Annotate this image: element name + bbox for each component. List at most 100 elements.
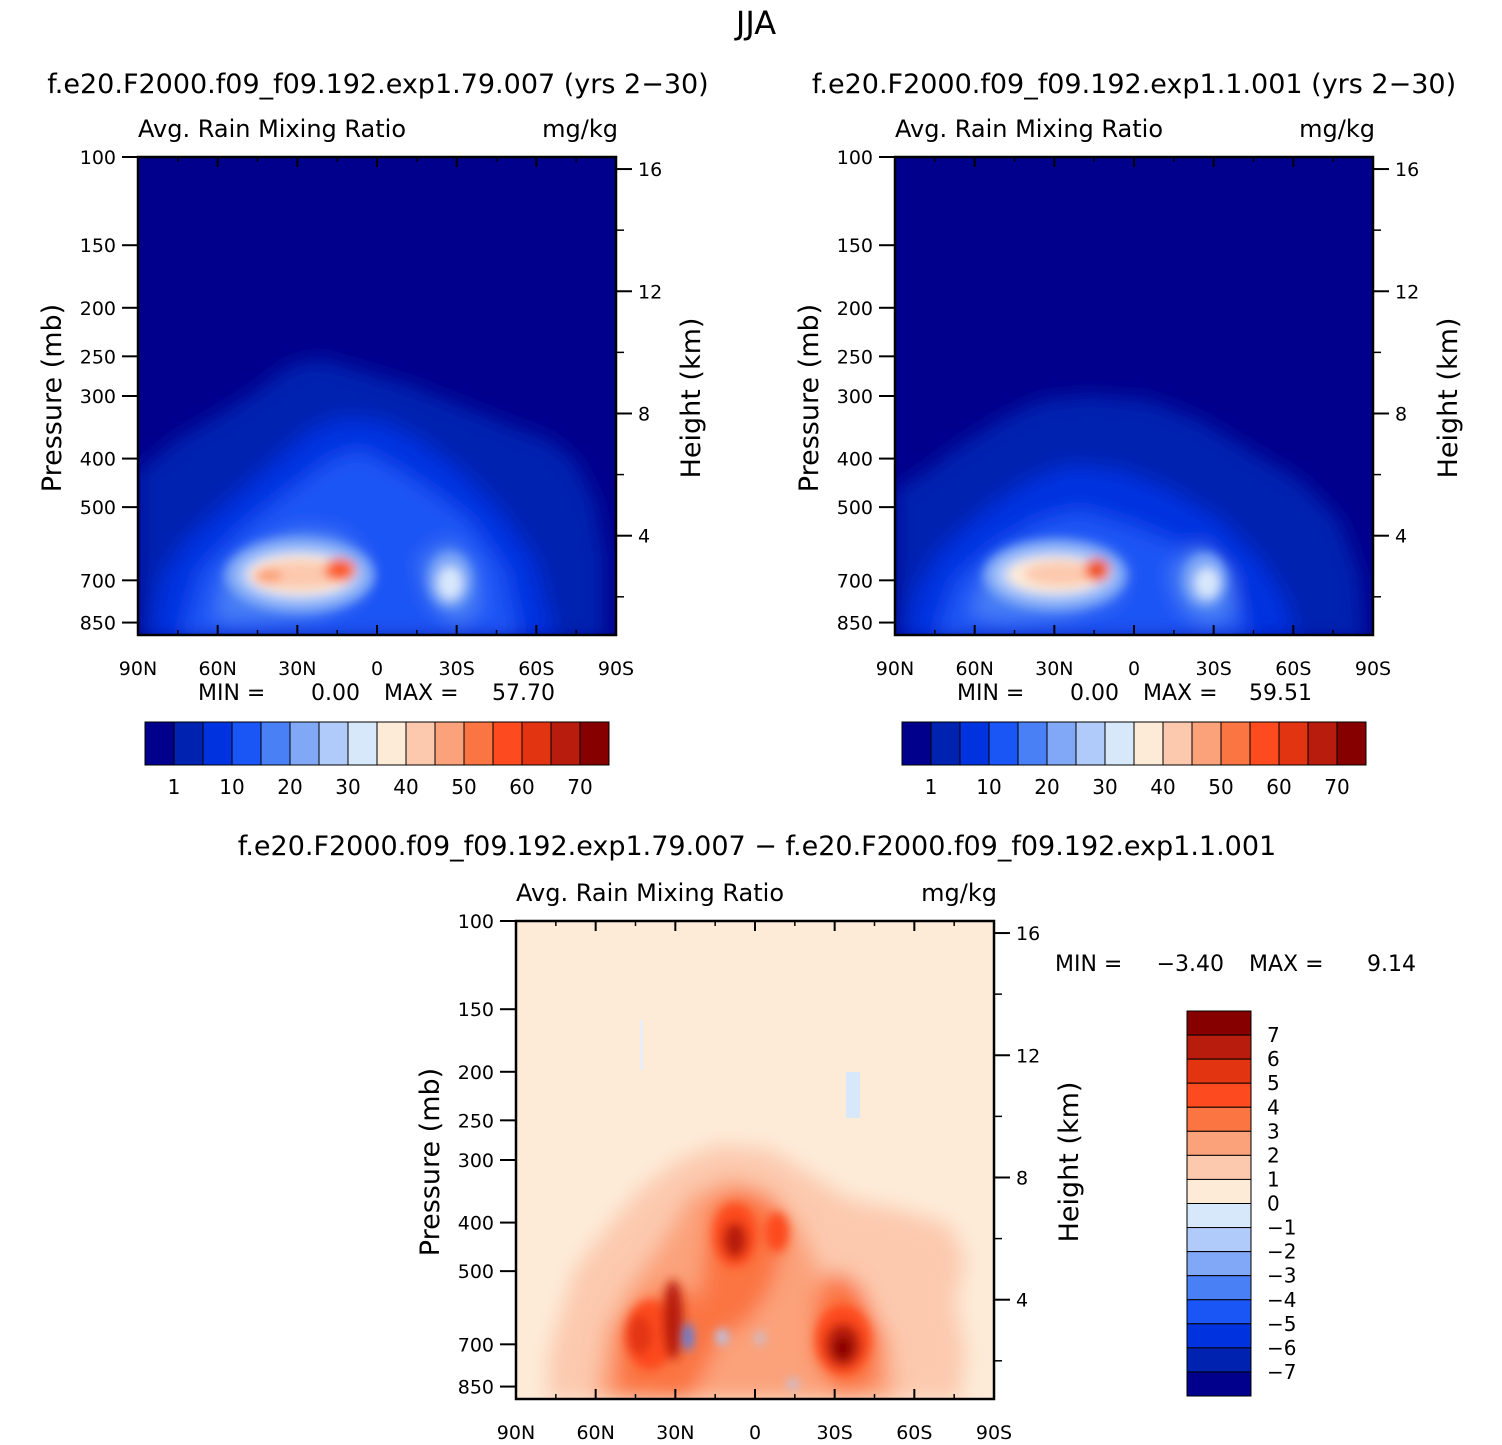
page-title: JJA [734, 4, 776, 42]
y-tick-label: 300 [458, 1150, 494, 1172]
y-tick-label: 100 [458, 911, 494, 933]
panel-1-max-label: MAX = [384, 681, 459, 706]
y-tick-label: 400 [458, 1213, 494, 1235]
y-tick-label: 150 [837, 235, 873, 257]
colorbar-box [988, 721, 1019, 766]
panel-1-min-label: MIN = [198, 681, 265, 706]
colorbar-box [1186, 1371, 1252, 1397]
panel-3-variable: Avg. Rain Mixing Ratio [516, 879, 784, 907]
colorbar-label: 3 [1267, 1119, 1280, 1143]
colorbar-label: 0 [1267, 1192, 1280, 1216]
colorbar-box [959, 721, 990, 766]
y-tick-label: 700 [458, 1334, 494, 1356]
colorbar-box [1336, 721, 1367, 766]
x-tick-label: 90N [497, 1422, 535, 1444]
panel-2: f.e20.F2000.f09_f09.192.exp1.1.001 (yrs … [794, 69, 1464, 799]
panel-3-ylabel-right: Height (km) [1054, 1082, 1085, 1243]
panel-3-ylabel: Pressure (mb) [415, 1068, 446, 1256]
colorbar-box [1186, 1299, 1252, 1325]
x-tick-label: 60S [518, 658, 554, 680]
x-tick-label: 60N [198, 658, 236, 680]
y-right-tick-label: 4 [1016, 1290, 1028, 1312]
panel-3-core-c4e [765, 1212, 789, 1252]
y-tick-label: 250 [80, 346, 116, 368]
colorbar-box [1046, 721, 1077, 766]
y-tick-label: 700 [837, 570, 873, 592]
y-tick-label: 200 [837, 298, 873, 320]
y-tick-label: 500 [80, 497, 116, 519]
panel-2-case-title: f.e20.F2000.f09_f09.192.exp1.1.001 (yrs … [812, 69, 1456, 100]
panel-1-core [225, 537, 472, 613]
colorbar-label: 40 [393, 775, 418, 799]
colorbar-label: 10 [219, 775, 244, 799]
panel-2-axes: 90N 60N 30N 0 30S 60S 90S 100 150 200 250 300 400 500… [837, 147, 1419, 680]
colorbar-box [521, 721, 552, 766]
colorbar-box [579, 721, 610, 766]
colorbar-box [1104, 721, 1135, 766]
panel-1-core-c12 [333, 564, 347, 576]
panel-3-max-value: 9.14 [1367, 952, 1416, 977]
panel-3-min-label: MIN = [1055, 952, 1122, 977]
colorbar-label: −2 [1267, 1240, 1296, 1264]
x-tick-label: 60S [896, 1422, 932, 1444]
y-tick-label: 150 [80, 235, 116, 257]
y-right-tick-label: 8 [1016, 1167, 1028, 1189]
panel-3-core-c6c [723, 1222, 747, 1258]
colorbar-label: 60 [509, 775, 534, 799]
panel-3-neg-patch-2 [640, 1020, 643, 1070]
colorbar-box [318, 721, 349, 766]
panel-2-ylabel: Pressure (mb) [794, 304, 825, 492]
colorbar-box [1186, 1347, 1252, 1373]
colorbar-box [202, 721, 233, 766]
colorbar-box [1186, 1010, 1252, 1036]
colorbar-label: −4 [1267, 1288, 1296, 1312]
y-tick-label: 150 [458, 999, 494, 1021]
colorbar-box [1186, 1058, 1252, 1084]
y-right-tick-label: 16 [1016, 923, 1040, 945]
colorbar-box [1075, 721, 1106, 766]
y-tick-label: 100 [837, 147, 873, 169]
y-tick-label: 500 [458, 1261, 494, 1283]
panel-3-core-c6a [628, 1315, 652, 1355]
panel-2-ylabel-right: Height (km) [1433, 318, 1464, 479]
colorbar-box [289, 721, 320, 766]
panel-3-case-title: f.e20.F2000.f09_f09.192.exp1.79.007 − f.… [238, 831, 1276, 862]
colorbar-box [1186, 1106, 1252, 1132]
colorbar-label: −1 [1267, 1216, 1296, 1240]
panel-1: f.e20.F2000.f09_f09.192.exp1.79.007 (yrs… [37, 69, 709, 799]
colorbar-box [550, 721, 581, 766]
panel-2-max-value: 59.51 [1249, 681, 1312, 706]
panel-3-max-label: MAX = [1249, 952, 1324, 977]
colorbar-box [405, 721, 436, 766]
y-tick-label: 400 [837, 449, 873, 471]
y-right-tick-label: 4 [638, 526, 650, 548]
y-right-tick-label: 16 [1395, 159, 1419, 181]
panel-1-ylabel: Pressure (mb) [37, 304, 68, 492]
colorbar-box [1017, 721, 1048, 766]
x-tick-label: 0 [749, 1422, 761, 1444]
x-tick-label: 30N [278, 658, 316, 680]
colorbar-box [1220, 721, 1251, 766]
y-tick-label: 200 [458, 1062, 494, 1084]
y-tick-label: 850 [458, 1377, 494, 1399]
panel-3-units: mg/kg [921, 879, 997, 907]
x-tick-label: 30S [817, 1422, 853, 1444]
colorbar-box [1186, 1178, 1252, 1204]
panel-3-neg-spot-3 [756, 1332, 764, 1344]
panel-3-core-c7d [834, 1337, 852, 1359]
colorbar-label: 20 [1034, 775, 1059, 799]
panel-1-axes: 90N 60N 30N 0 30S 60S 90S 100 150 200 250 300 400 500… [80, 147, 662, 680]
colorbar-label: 1 [168, 775, 181, 799]
panel-3-core-c5b [663, 1280, 683, 1360]
y-right-tick-label: 12 [1016, 1045, 1040, 1067]
colorbar-box [1186, 1251, 1252, 1277]
colorbar-box [173, 721, 204, 766]
y-tick-label: 500 [837, 497, 873, 519]
panel-3-neg-spot-1 [683, 1323, 693, 1351]
colorbar-box [1191, 721, 1222, 766]
x-tick-label: 0 [371, 658, 383, 680]
x-tick-label: 30S [1196, 658, 1232, 680]
colorbar-box [1162, 721, 1193, 766]
colorbar-box [347, 721, 378, 766]
colorbar-box [901, 721, 932, 766]
